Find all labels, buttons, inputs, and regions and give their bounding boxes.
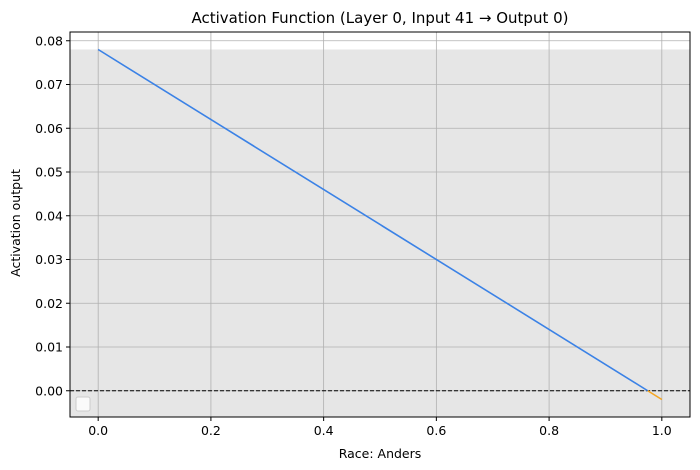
x-axis-label: Race: Anders bbox=[339, 446, 422, 461]
y-tick-label-1: 0.01 bbox=[35, 340, 63, 355]
y-axis-ticks: 0.00 0.01 0.02 0.03 0.04 0.05 0.06 0.07 0.08 bbox=[35, 33, 70, 398]
axes-border bbox=[69, 31, 691, 418]
axes-frame bbox=[69, 31, 691, 418]
x-tick-label-5: 1.0 bbox=[652, 423, 672, 438]
y-axis-label: Activation output bbox=[8, 169, 23, 277]
legend bbox=[75, 396, 91, 412]
y-tick-label-6: 0.06 bbox=[35, 121, 63, 136]
x-tick-label-4: 0.8 bbox=[539, 423, 559, 438]
y-tick-label-8: 0.08 bbox=[35, 33, 63, 48]
y-tick-label-4: 0.04 bbox=[35, 208, 63, 223]
y-tick-label-7: 0.07 bbox=[35, 77, 63, 92]
x-tick-label-0: 0.0 bbox=[88, 423, 108, 438]
plot-background bbox=[70, 32, 690, 417]
x-tick-label-1: 0.2 bbox=[201, 423, 221, 438]
series-line-0 bbox=[97, 48, 649, 392]
series-line-1 bbox=[647, 390, 663, 401]
y-tick-label-2: 0.02 bbox=[35, 296, 63, 311]
chart-title: Activation Function (Layer 0, Input 41 →… bbox=[191, 9, 568, 27]
shaded-band bbox=[70, 49, 690, 417]
series-lines bbox=[97, 48, 663, 401]
y-tick-label-0: 0.00 bbox=[35, 383, 63, 398]
x-tick-label-3: 0.6 bbox=[426, 423, 446, 438]
x-tick-label-2: 0.4 bbox=[314, 423, 334, 438]
y-tick-label-3: 0.03 bbox=[35, 252, 63, 267]
legend-box bbox=[75, 396, 91, 412]
y-tick-label-5: 0.05 bbox=[35, 165, 63, 180]
x-axis-ticks: 0.0 0.2 0.4 0.6 0.8 1.0 bbox=[88, 417, 672, 438]
